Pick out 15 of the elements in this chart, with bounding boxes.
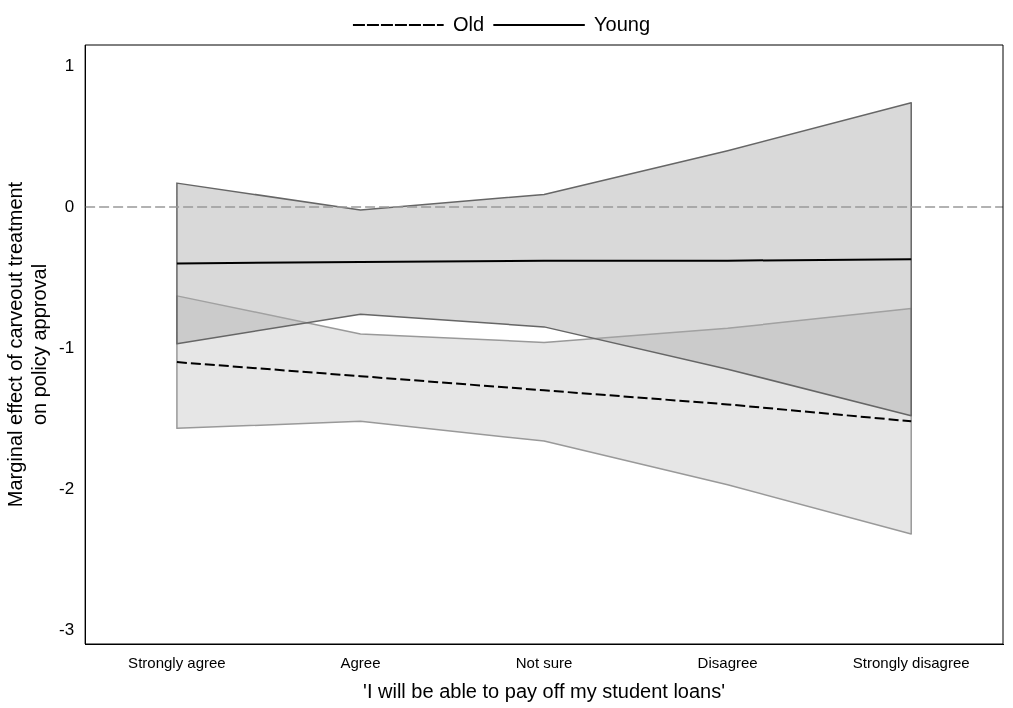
- y-tick-label: 0: [64, 196, 75, 216]
- legend-label: Young: [594, 12, 651, 35]
- line-series: [175, 361, 913, 423]
- x-tick-label: Strongly agree: [128, 654, 226, 672]
- y-tick-label: -3: [58, 619, 75, 639]
- x-tick-label: Strongly disagree: [852, 654, 970, 672]
- x-tick-label: Disagree: [697, 654, 758, 672]
- x-tick-label: Agree: [340, 654, 381, 672]
- y-tick-label: -2: [58, 478, 75, 498]
- y-axis-title: Marginal effect of carveout treatment on policy approval: [3, 181, 50, 508]
- y-tick-label: 1: [64, 55, 75, 75]
- x-axis-title: 'I will be able to pay off my student loans': [363, 679, 726, 702]
- x-tick-label: Not sure: [515, 654, 573, 672]
- y-tick-label: -1: [58, 337, 75, 357]
- legend-label: Old: [452, 12, 485, 35]
